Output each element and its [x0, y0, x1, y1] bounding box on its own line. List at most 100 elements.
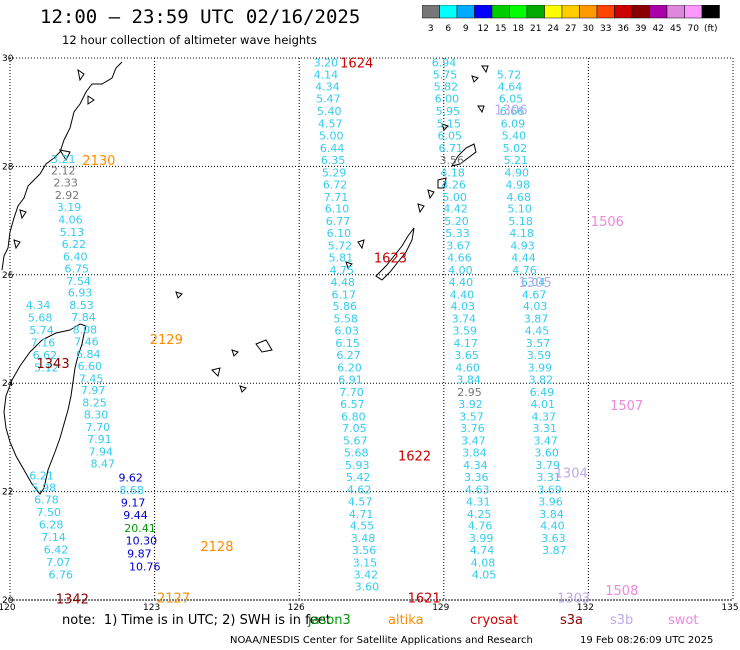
wave-height-value: 10.30	[126, 534, 157, 547]
wave-height-value: 9.17	[121, 496, 146, 509]
wave-height-value: 4.18	[509, 227, 534, 240]
wave-height-value: 3.87	[524, 313, 549, 326]
wave-height-value: 6.57	[340, 398, 365, 411]
wave-height-value: 7.84	[71, 311, 96, 324]
wave-height-value: 5.74	[29, 324, 53, 337]
wave-height-value: 3.84	[539, 508, 564, 521]
wave-height-value: 7.07	[46, 556, 71, 569]
wave-height-value: 3.63	[541, 532, 566, 545]
pass-time-label: 1306	[494, 103, 527, 118]
wave-height-value: 4.60	[455, 361, 480, 374]
colorbar-label: (ft)	[704, 24, 718, 34]
wave-height-value: 5.21	[504, 154, 529, 167]
wave-height-value: 4.74	[470, 544, 495, 557]
wave-height-value: 4.34	[26, 299, 50, 312]
pass-time-label: 1621	[408, 591, 441, 606]
pass-time-label: 1343	[37, 357, 70, 372]
wave-height-value: 6.76	[49, 569, 73, 582]
wave-height-value: 4.14	[314, 68, 339, 81]
colorbar-label: 15	[495, 24, 506, 34]
wave-height-value: 5.95	[436, 105, 461, 118]
wave-height-value: 5.40	[317, 105, 342, 118]
wave-height-value: 6.49	[530, 386, 555, 399]
wave-height-value: 3.99	[528, 361, 553, 374]
wave-height-value: 6.78	[34, 494, 59, 507]
pass-time-label: 2127	[157, 591, 190, 606]
wave-height-value: 7.94	[89, 445, 114, 458]
wave-height-value: 5.82	[434, 81, 459, 94]
wave-height-value: 5.42	[346, 471, 371, 484]
wave-height-value: 4.03	[451, 300, 476, 313]
wave-height-value: 6.00	[435, 93, 460, 106]
wave-height-value: 4.57	[348, 495, 373, 508]
wave-height-value: 4.05	[472, 569, 497, 582]
wave-height-value: 3.57	[526, 337, 551, 350]
wave-height-value: 2.92	[55, 189, 80, 202]
wave-height-value: 6.44	[320, 142, 345, 155]
pass-time-label: 1303	[557, 591, 590, 606]
okinawa-coast	[375, 227, 415, 281]
wave-height-value: 5.98	[32, 481, 57, 494]
wave-height-value: 3.47	[461, 435, 486, 448]
sakishima-islands	[175, 291, 273, 393]
amami-islands	[441, 65, 489, 131]
wave-height-value: 4.63	[465, 483, 490, 496]
wave-height-value: 5.72	[328, 240, 353, 253]
wave-height-value: 6.93	[68, 287, 93, 300]
wave-height-value: 6.05	[438, 130, 463, 143]
legend-item-swot: swot	[668, 613, 699, 628]
wave-height-value: 2.95	[457, 386, 482, 399]
wave-height-value: 6.72	[323, 178, 348, 191]
wave-height-value: 4.06	[58, 214, 82, 227]
pass-time-label: 1342	[56, 592, 89, 607]
wave-height-value: 3.87	[542, 544, 567, 557]
wave-height-value: 8.68	[119, 484, 144, 497]
wave-height-value: 6.42	[44, 544, 69, 557]
wave-height-value: 6.62	[33, 349, 58, 362]
wave-height-value: 3.42	[354, 569, 379, 582]
colorbar-label: 12	[478, 24, 489, 34]
footer: NOAA/NESDIS Center for Satellite Applica…	[0, 633, 740, 650]
wave-height-value: 7.46	[74, 335, 99, 348]
wave-height-value: 5.12	[34, 361, 59, 374]
wave-height-value: 3.59	[527, 349, 552, 362]
wave-height-value: 3.60	[355, 580, 380, 593]
wave-height-value: 5.68	[344, 447, 369, 460]
wave-height-value: 3.21	[51, 153, 76, 166]
pass-time-label: 1508	[605, 584, 638, 599]
lat-tick-label: 28	[2, 162, 14, 172]
wave-height-value: 7.91	[87, 433, 112, 446]
wave-height-value: 4.55	[350, 520, 375, 533]
wave-height-value: 20.41	[124, 522, 156, 535]
wave-height-value: 8.08	[73, 324, 98, 337]
colorbar-label: 70	[688, 24, 700, 34]
wave-height-value: 6.10	[327, 227, 352, 240]
wave-height-value: 5.29	[322, 166, 347, 179]
pass-time-label: 1304	[555, 467, 588, 482]
wave-height-value: 4.68	[506, 191, 530, 204]
wave-height-value: 3.19	[57, 201, 81, 214]
wave-height-value: 4.44	[511, 251, 536, 264]
wave-height-value: 4.76	[512, 264, 537, 277]
lat-tick-label: 22	[2, 488, 13, 498]
lat-tick-label: 30	[2, 54, 14, 64]
taiwan-coast	[3, 323, 87, 495]
lon-tick-label: 123	[143, 603, 160, 613]
satellite-tracks: 3.212.122.332.923.194.065.136.226.406.75…	[26, 56, 567, 593]
wave-height-value: 6.21	[29, 469, 53, 482]
wave-height-value: 7.70	[339, 386, 364, 399]
wave-height-value: 5.13	[60, 226, 84, 239]
wave-height-value: 6.94	[432, 56, 457, 69]
pass-time-label: 1305	[519, 276, 552, 291]
wave-height-value: 4.17	[453, 337, 478, 350]
colorbar-label: 21	[530, 24, 541, 34]
colorbar-label: 27	[565, 24, 576, 34]
wave-height-value: 3.48	[351, 532, 376, 545]
wave-height-value: 6.20	[337, 361, 362, 374]
wave-height-value: 4.90	[505, 166, 529, 179]
wave-height-value: 4.25	[467, 508, 492, 521]
wave-height-value: 4.40	[449, 276, 474, 289]
lat-tick-label: 20	[2, 596, 14, 606]
wave-height-value: 7.70	[86, 421, 111, 434]
wave-height-value: 3.60	[534, 447, 559, 460]
